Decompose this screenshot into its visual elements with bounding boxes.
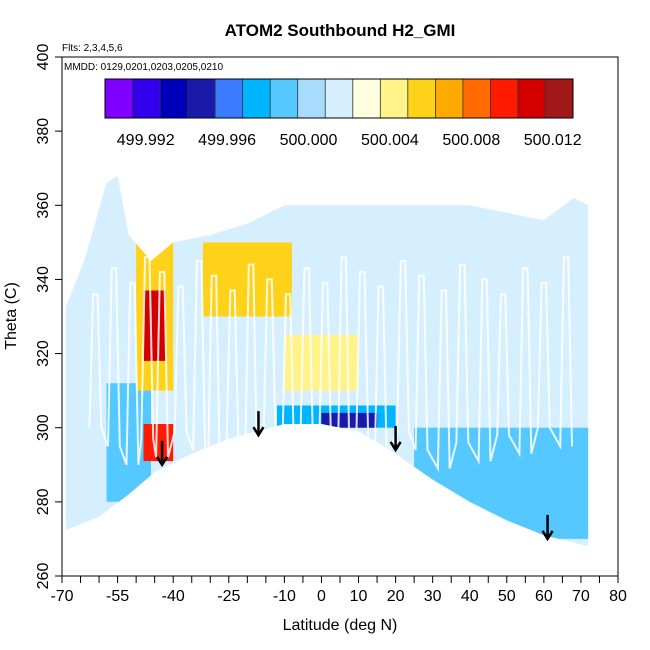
colorbar-swatch (132, 79, 161, 118)
colorbar-tick-label: 500.012 (524, 132, 582, 149)
colorbar-swatch (105, 79, 133, 118)
terrain-mask (62, 424, 589, 576)
y-tick-label: 380 (35, 118, 52, 145)
left-mask (62, 57, 66, 576)
y-tick-label: 280 (35, 488, 52, 515)
x-tick-label: -10 (273, 588, 296, 605)
x-tick-label: 60 (535, 588, 553, 605)
chart-title: ATOM2 Southbound H2_GMI (225, 21, 456, 40)
x-tick-label: 50 (498, 588, 516, 605)
colorbar-swatch (297, 79, 326, 118)
x-axis-label: Latitude (deg N) (283, 617, 398, 634)
colorbar-tick-label: 500.000 (280, 132, 338, 149)
x-tick-label: -70 (50, 588, 73, 605)
y-tick-label: 300 (35, 414, 52, 441)
x-tick-label: -40 (162, 588, 185, 605)
x-tick-label: 40 (461, 588, 479, 605)
y-tick-label: 260 (35, 563, 52, 590)
colorbar-swatch (407, 79, 436, 118)
arrow-markers (156, 411, 554, 542)
colorbar-swatch (435, 79, 464, 118)
flights-note: Flts: 2,3,4,5,6 (62, 43, 123, 54)
colorbar-tick-label: 500.008 (442, 132, 500, 149)
dates-note: MMDD: 0129,0201,0203,0205,0210 (64, 62, 223, 73)
arrow-marker (156, 440, 169, 468)
colorbar-swatch (160, 79, 189, 118)
heat-region-red-core-upper (143, 290, 166, 361)
arrow-head (541, 530, 554, 542)
x-tick-label: -25 (217, 588, 240, 605)
plot-area (62, 57, 618, 576)
arrow-head (389, 441, 402, 453)
y-tick-label: 400 (35, 44, 52, 71)
arrow-marker (541, 514, 554, 542)
colorbar-tick-label: 499.996 (198, 132, 256, 149)
colorbar: 499.992 499.996 500.000 500.004 500.008 500.0… (104, 78, 582, 149)
colorbar-swatch (545, 79, 574, 118)
colorbar-tick-label: 499.992 (117, 132, 175, 149)
y-axis: 260 280 300 320 340 360 380 400 (35, 44, 62, 590)
colorbar-swatch (270, 79, 299, 118)
colorbar-tick-label: 500.004 (361, 132, 419, 149)
colorbar-frame (104, 78, 574, 119)
y-axis-label: Theta (C) (3, 282, 20, 350)
y-tick-label: 320 (35, 340, 52, 367)
arrow-marker (389, 425, 402, 453)
x-tick-label: -55 (106, 588, 129, 605)
colorbar-swatch (462, 79, 491, 118)
arrow-marker (252, 411, 265, 438)
colorbar-swatch (380, 79, 409, 118)
y-tick-label: 340 (35, 266, 52, 293)
x-tick-label: 0 (317, 588, 326, 605)
right-mask (588, 57, 618, 576)
upper-mask (62, 57, 589, 317)
y-tick-label: 360 (35, 192, 52, 219)
x-tick-label: 70 (572, 588, 590, 605)
x-tick-label: 30 (424, 588, 442, 605)
colorbar-swatch (517, 79, 546, 118)
colorbar-swatch (187, 79, 216, 118)
x-axis: -70 -55 -40 -25 -10 0 10 20 30 40 50 60 70 80 (50, 576, 627, 605)
colorbar-swatch (215, 79, 244, 118)
colorbar-swatch (352, 79, 381, 118)
colorbar-swatch (325, 79, 354, 118)
arrow-head (252, 426, 265, 438)
x-tick-label: 10 (350, 588, 368, 605)
colorbar-swatch (490, 79, 519, 118)
x-tick-label: 20 (387, 588, 405, 605)
x-tick-label: 80 (609, 588, 627, 605)
arrow-head (156, 456, 169, 468)
colorbar-swatch (242, 79, 271, 118)
